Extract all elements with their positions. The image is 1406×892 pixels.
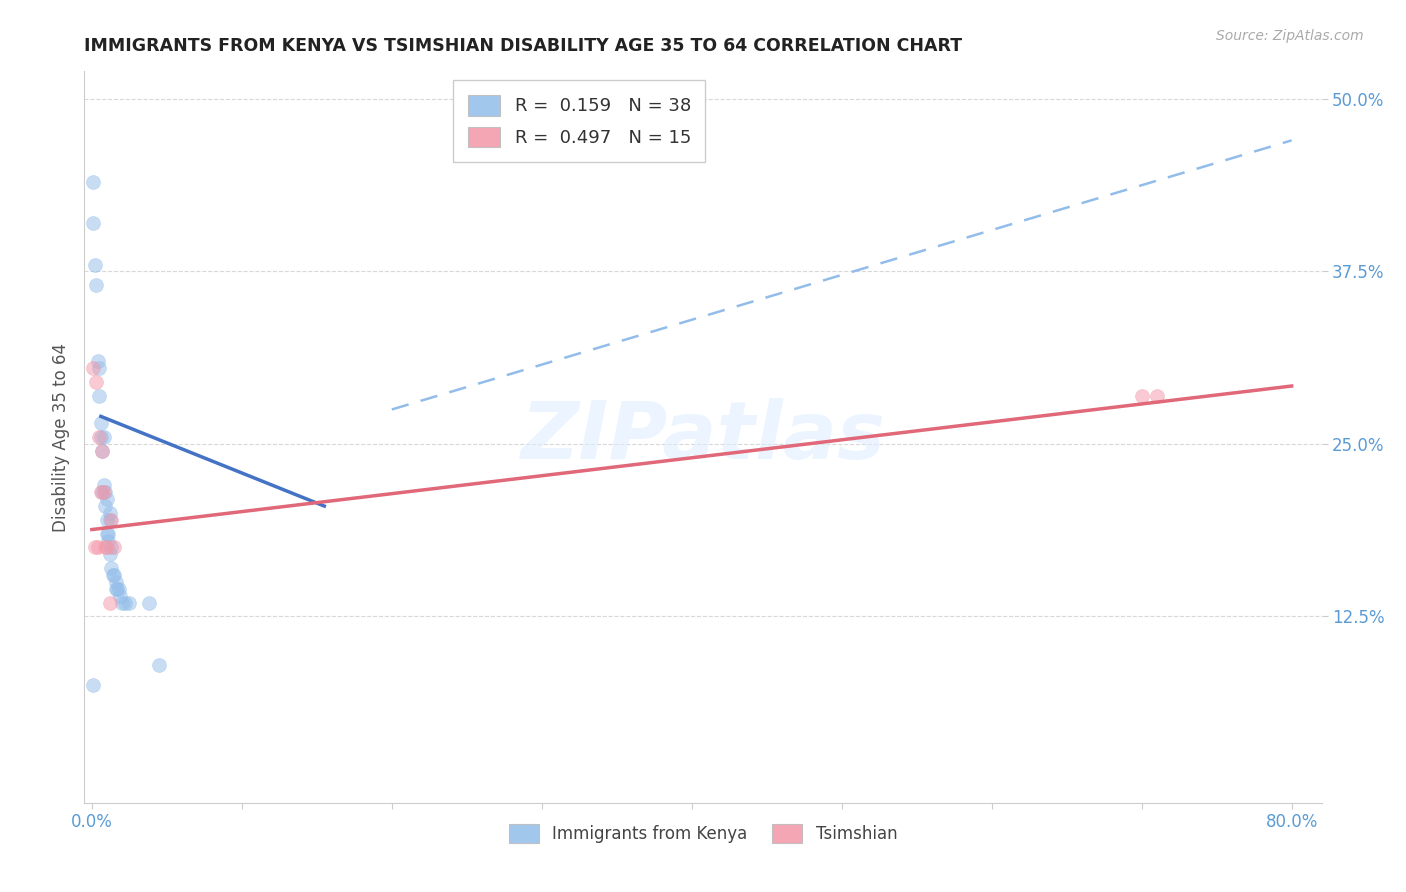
Point <box>148 657 170 672</box>
Point <box>101 568 124 582</box>
Point <box>87 541 110 555</box>
Legend: Immigrants from Kenya, Tsimshian: Immigrants from Kenya, Tsimshian <box>499 814 907 853</box>
Point <box>89 361 111 376</box>
Point <box>91 443 114 458</box>
Point <box>82 678 104 692</box>
Point <box>89 389 111 403</box>
Point <box>1130 389 1153 403</box>
Point <box>83 258 105 272</box>
Point <box>94 485 117 500</box>
Point <box>83 541 105 555</box>
Point <box>94 499 117 513</box>
Y-axis label: Disability Age 35 to 64: Disability Age 35 to 64 <box>52 343 70 532</box>
Point <box>96 541 118 555</box>
Point <box>90 417 112 431</box>
Point <box>97 526 120 541</box>
Point <box>90 430 112 444</box>
Point <box>103 568 125 582</box>
Point <box>118 596 141 610</box>
Text: Source: ZipAtlas.com: Source: ZipAtlas.com <box>1216 29 1364 43</box>
Point <box>111 596 134 610</box>
Point <box>90 485 112 500</box>
Point <box>104 582 127 596</box>
Point <box>82 361 104 376</box>
Point <box>98 506 121 520</box>
Point <box>93 485 115 500</box>
Point <box>91 485 114 500</box>
Point <box>110 589 132 603</box>
Point <box>103 541 125 555</box>
Point <box>87 354 110 368</box>
Point <box>104 574 127 589</box>
Text: ZIPatlas: ZIPatlas <box>520 398 886 476</box>
Point <box>1146 389 1168 403</box>
Point <box>105 582 128 596</box>
Point <box>94 541 117 555</box>
Point <box>108 582 131 596</box>
Point <box>138 596 160 610</box>
Point <box>98 548 121 562</box>
Point <box>96 513 118 527</box>
Point <box>100 513 122 527</box>
Point <box>114 596 136 610</box>
Point <box>86 375 108 389</box>
Point <box>96 492 118 507</box>
Point <box>98 513 121 527</box>
Point <box>91 443 114 458</box>
Point <box>89 430 111 444</box>
Point <box>82 216 104 230</box>
Point <box>96 526 118 541</box>
Point <box>93 478 115 492</box>
Point <box>82 175 104 189</box>
Point <box>100 561 122 575</box>
Point <box>86 278 108 293</box>
Point <box>100 541 122 555</box>
Text: IMMIGRANTS FROM KENYA VS TSIMSHIAN DISABILITY AGE 35 TO 64 CORRELATION CHART: IMMIGRANTS FROM KENYA VS TSIMSHIAN DISAB… <box>84 37 963 54</box>
Point <box>97 533 120 548</box>
Point <box>93 430 115 444</box>
Point <box>98 596 121 610</box>
